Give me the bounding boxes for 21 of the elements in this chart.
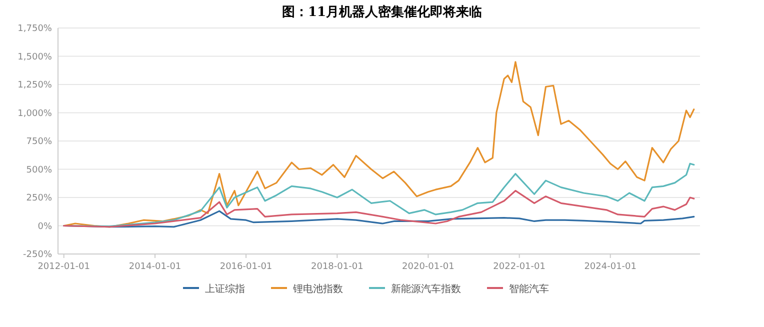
x-tick-label: 2018-01-01: [311, 262, 364, 272]
y-tick-label: 1,000%: [18, 108, 52, 119]
y-tick-label: 1,250%: [18, 80, 52, 90]
x-tick-label: 2020-01-01: [402, 262, 454, 272]
legend-label: 新能源汽车指数: [391, 283, 461, 295]
y-tick-label: -250%: [23, 250, 52, 260]
legend-label: 上证综指: [205, 283, 245, 295]
y-tick-label: 0%: [38, 222, 52, 232]
x-tick-label: 2022-01-01: [493, 262, 546, 272]
y-tick-label: 1,750%: [18, 24, 52, 34]
legend-label: 锂电池指数: [292, 283, 343, 295]
x-tick-label: 2024-01-01: [584, 262, 637, 272]
legend-label: 智能汽车: [509, 283, 549, 295]
x-tick-label: 2012-01-01: [38, 262, 90, 272]
x-tick-label: 2016-01-01: [220, 262, 272, 272]
y-tick-label: 750%: [26, 137, 52, 147]
y-tick-label: 500%: [26, 165, 52, 176]
x-tick-label: 2014-01-01: [128, 262, 182, 272]
y-tick-label: 250%: [26, 194, 52, 204]
y-tick-label: 1,500%: [18, 52, 52, 62]
chart-title: 图：11月机器人密集催化即将来临: [282, 4, 482, 20]
